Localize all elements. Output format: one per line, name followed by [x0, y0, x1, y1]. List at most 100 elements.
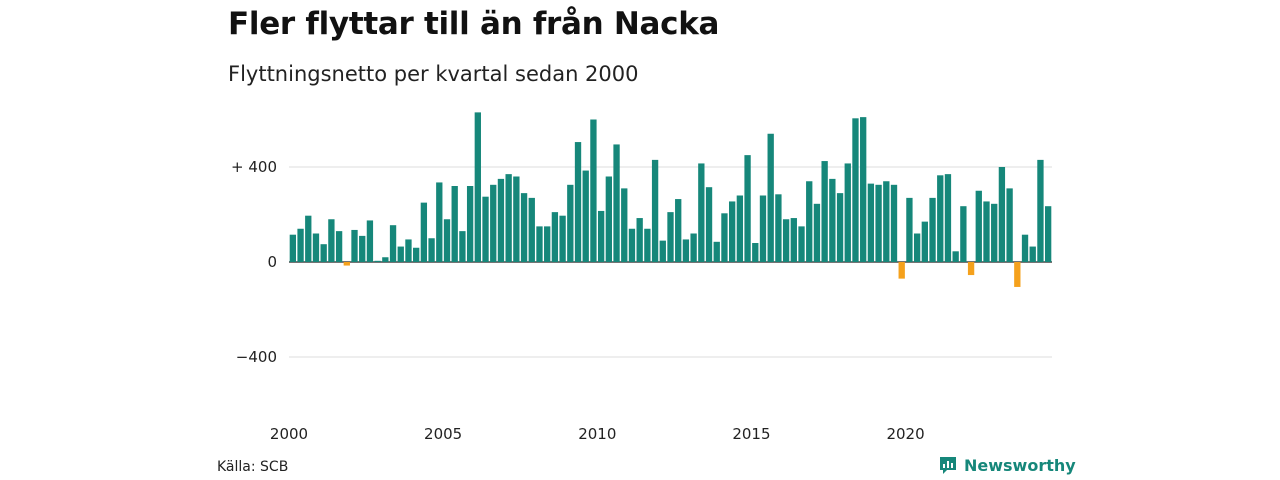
bar: [413, 247, 420, 262]
y-tick-label: −400: [236, 348, 277, 366]
bar: [705, 187, 713, 262]
bar: [605, 176, 612, 262]
brand-logo: Newsworthy: [938, 455, 1076, 475]
newsworthy-logo-icon: [940, 457, 956, 474]
bar: [698, 163, 705, 262]
bar: [967, 262, 975, 276]
chart-title: Fler flyttar till än från Nacka: [228, 6, 720, 42]
bar: [374, 260, 381, 262]
bar: [813, 203, 821, 262]
bar: [1021, 234, 1029, 262]
bar: [621, 188, 628, 263]
bar: [505, 174, 512, 263]
bar: [782, 219, 790, 262]
bar: [1014, 262, 1021, 287]
bar: [952, 251, 959, 262]
bar: [305, 215, 312, 262]
bar: [867, 183, 875, 263]
bar: [366, 220, 374, 262]
x-tick-label: 2010: [578, 425, 616, 443]
bar: [983, 201, 990, 262]
bar: [844, 163, 851, 262]
bar: [651, 159, 659, 263]
bar: [752, 243, 759, 262]
bar: [975, 190, 982, 262]
bar: [312, 233, 320, 262]
bar: [528, 197, 535, 263]
bar: [289, 234, 297, 262]
bar: [397, 246, 404, 262]
bar: [682, 239, 690, 262]
bar: [744, 155, 751, 263]
bar: [389, 225, 397, 262]
bar: [736, 195, 744, 262]
bar: [806, 181, 813, 262]
bar: [906, 197, 913, 263]
bar: [490, 184, 497, 262]
bar: [775, 194, 782, 262]
bar: [428, 238, 435, 262]
bar: [359, 235, 366, 263]
bar: [382, 257, 389, 262]
bar: [821, 161, 828, 262]
bar: [574, 142, 582, 262]
bar: [1044, 206, 1052, 262]
bar: [798, 226, 805, 263]
source-note: Källa: SCB: [217, 459, 289, 475]
bar: [513, 176, 520, 262]
bar: [921, 221, 928, 263]
bar: [335, 231, 343, 263]
bar: [875, 184, 882, 262]
bar: [890, 184, 898, 262]
bar: [628, 228, 636, 262]
bar: [944, 174, 952, 263]
bar: [436, 182, 443, 262]
bar: [497, 178, 505, 263]
y-tick-label: + 400: [231, 158, 277, 176]
bar: [721, 213, 728, 262]
bar: [420, 202, 428, 263]
bar: [860, 117, 867, 263]
bar: [759, 195, 767, 262]
bar: [767, 133, 774, 262]
bar: [929, 197, 936, 263]
bar: [328, 219, 335, 262]
bar: [474, 112, 481, 263]
bar: [482, 196, 489, 262]
bar: [836, 193, 844, 263]
bar: [590, 119, 597, 262]
bar: [597, 210, 605, 262]
bar: [636, 218, 643, 262]
chart-subtitle: Flyttningsnetto per kvartal sedan 2000: [228, 62, 639, 86]
bar: [829, 178, 836, 263]
bar: [913, 233, 921, 262]
bar: [898, 262, 905, 279]
bar: [551, 212, 559, 263]
bar: [613, 144, 620, 262]
x-tick-label: 2015: [732, 425, 770, 443]
bar: [351, 229, 358, 262]
bar: [1029, 246, 1036, 262]
bar: [998, 167, 1006, 262]
bar: [644, 228, 651, 262]
bar: [544, 226, 551, 263]
brand-name: Newsworthy: [964, 455, 1076, 475]
bar: [405, 239, 412, 262]
bar: [852, 118, 859, 262]
bar: [567, 184, 574, 262]
bar: [675, 199, 682, 262]
bar: [451, 186, 458, 262]
bar: [690, 233, 697, 262]
bar: [582, 170, 589, 262]
bar: [883, 181, 890, 262]
bar: [1006, 188, 1013, 263]
bar: [466, 186, 474, 262]
bar: [320, 244, 327, 262]
bar: [297, 228, 304, 262]
bar: [1037, 159, 1044, 263]
bar: [991, 203, 998, 262]
bar: [536, 226, 543, 263]
bar: [459, 231, 466, 263]
y-tick-label: 0: [267, 253, 277, 271]
